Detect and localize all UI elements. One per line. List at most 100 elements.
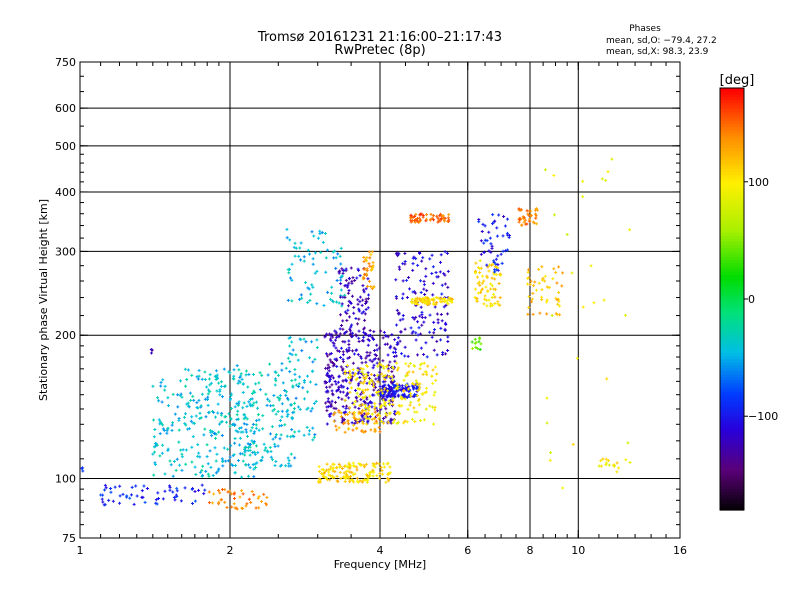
echo-point [597, 464, 601, 468]
echo-point [156, 491, 160, 495]
echo-point [171, 474, 175, 478]
echo-point [483, 224, 487, 228]
echo-point [237, 443, 241, 447]
echo-point [394, 411, 398, 415]
echo-point [628, 228, 632, 232]
echo-point [401, 317, 405, 321]
echo-point [433, 305, 437, 309]
echo-point [339, 365, 343, 369]
echo-point [232, 502, 236, 506]
echo-point [366, 277, 370, 281]
echo-point [387, 472, 391, 476]
echo-point [364, 299, 368, 303]
colorbar-segment [720, 151, 744, 155]
echo-point [211, 430, 215, 434]
echo-point [412, 255, 416, 259]
echo-point [428, 218, 432, 222]
echo-point [395, 308, 399, 312]
echo-point [339, 346, 343, 350]
colorbar-segment [720, 181, 744, 186]
colorbar-segment [720, 422, 744, 427]
echo-point [344, 267, 348, 271]
echo-point [416, 353, 420, 357]
echo-point [409, 326, 413, 330]
echo-point [381, 398, 385, 402]
echo-point [348, 355, 352, 359]
echo-point [250, 439, 254, 443]
echo-point [198, 455, 202, 459]
colorbar-segment [720, 308, 744, 312]
colorbar-segment [720, 232, 744, 237]
echo-point [339, 411, 343, 415]
echo-point [258, 371, 262, 375]
echo-point [243, 446, 247, 450]
echo-point [216, 469, 220, 473]
echo-point [334, 256, 338, 260]
echo-point [411, 330, 415, 334]
echo-point [434, 302, 438, 306]
echo-point [261, 414, 265, 418]
echo-point [353, 279, 357, 283]
echo-point [347, 288, 351, 292]
y-tick-label: 400 [55, 186, 76, 199]
echo-point [249, 442, 253, 446]
echo-point [432, 297, 436, 301]
echo-point [247, 474, 251, 478]
echo-point [189, 419, 193, 423]
echo-point [315, 269, 319, 273]
colorbar-segment [720, 157, 744, 161]
echo-point [258, 388, 262, 392]
colorbar-segment [720, 130, 744, 134]
echo-point [538, 311, 542, 315]
echo-point [330, 285, 334, 289]
echo-point [176, 405, 180, 409]
echo-point [239, 430, 243, 434]
echo-point [209, 381, 213, 385]
echo-point [482, 302, 486, 306]
echo-point [439, 313, 443, 317]
x-tick-label: 6 [464, 544, 471, 557]
echo-point [362, 335, 366, 339]
echo-point [419, 332, 423, 336]
echo-point [489, 250, 493, 254]
colorbar-segment [720, 419, 744, 424]
echo-point [315, 346, 319, 350]
echo-point [387, 391, 391, 395]
echo-point [446, 340, 450, 344]
echo-point [214, 471, 218, 475]
echo-point [223, 384, 227, 388]
echo-point [151, 384, 155, 388]
echo-point [274, 435, 278, 439]
echo-point [479, 288, 483, 292]
echo-point [395, 323, 399, 327]
echo-point [367, 262, 371, 266]
echo-point [350, 294, 354, 298]
echo-point [200, 468, 204, 472]
echo-point [391, 402, 395, 406]
echo-point [162, 428, 166, 432]
colorbar-segment [720, 317, 744, 321]
echo-point [329, 339, 333, 343]
echo-point [522, 216, 526, 220]
echo-point [331, 335, 335, 339]
echo-point [199, 405, 203, 409]
echo-point [280, 415, 284, 419]
echo-point [390, 333, 394, 337]
echo-point [240, 489, 244, 493]
echo-point [495, 226, 499, 230]
echo-point [396, 311, 400, 315]
echo-point [432, 422, 436, 426]
echo-point [278, 394, 282, 398]
echo-point [473, 287, 477, 291]
echo-point [278, 437, 282, 441]
echo-point [392, 355, 396, 359]
echo-point [367, 279, 371, 283]
echo-point [249, 429, 253, 433]
echo-point [527, 209, 531, 213]
colorbar-tick-label: −100 [748, 410, 778, 423]
colorbar-segment [720, 344, 744, 348]
echo-point [313, 251, 317, 255]
echo-point [473, 271, 477, 275]
echo-point [342, 418, 346, 422]
echo-point [351, 464, 355, 468]
